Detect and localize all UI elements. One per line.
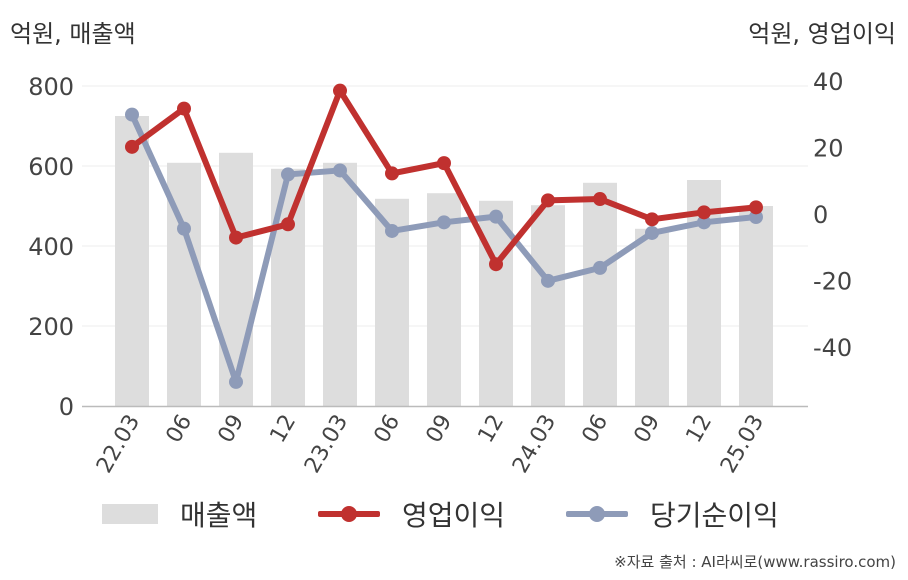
net-income-point <box>489 209 503 224</box>
legend-swatch-net-income <box>566 504 628 524</box>
x-tick-label: 24.03 <box>508 411 561 478</box>
legend-swatch-revenue <box>102 504 158 524</box>
left-tick-label: 200 <box>28 313 74 341</box>
net-income-point <box>749 209 763 224</box>
operating-profit-point <box>229 230 243 245</box>
revenue-bar <box>219 152 253 406</box>
x-tick-label: 22.03 <box>92 411 145 478</box>
x-tick-label: 06 <box>578 411 614 448</box>
legend: 매출액 영업이익 당기순이익 <box>0 492 908 536</box>
operating-profit-point <box>593 192 607 207</box>
operating-profit-point <box>125 139 139 154</box>
operating-profit-point <box>541 193 555 208</box>
net-income-point <box>437 215 451 230</box>
operating-profit-point <box>645 212 659 227</box>
revenue-bar <box>531 205 565 406</box>
operating-profit-point <box>489 257 503 272</box>
x-tick-label: 12 <box>266 411 302 448</box>
operating-profit-point <box>333 83 347 98</box>
x-tick-label: 06 <box>162 411 198 448</box>
operating-profit-point <box>177 101 191 116</box>
operating-profit-point <box>437 156 451 171</box>
operating-profit-point <box>749 200 763 215</box>
x-tick-label: 12 <box>474 411 510 448</box>
net-income-point <box>177 221 191 236</box>
net-income-point <box>333 163 347 178</box>
net-income-point <box>541 273 555 288</box>
net-income-point <box>697 215 711 230</box>
x-tick-label: 06 <box>370 411 406 448</box>
legend-label-operating-profit: 영업이익 <box>402 499 506 532</box>
x-tick-label: 09 <box>214 411 250 448</box>
source-note: ※자료 출처 : AI라씨로(www.rassiro.com) <box>614 553 896 571</box>
net-income-point <box>281 167 295 182</box>
x-tick-label: 09 <box>422 411 458 448</box>
right-tick-label: 40 <box>813 68 844 96</box>
left-axis-unit-label: 억원, 매출액 <box>10 20 136 48</box>
profit-lines <box>125 83 763 389</box>
left-tick-label: 600 <box>28 153 74 181</box>
x-tick-label: 12 <box>682 411 718 448</box>
revenue-bar <box>271 168 305 406</box>
legend-swatch-operating-profit <box>318 504 380 524</box>
revenue-bar <box>739 206 773 406</box>
right-tick-label: 20 <box>813 135 844 163</box>
legend-item-net-income: 당기순이익 <box>566 492 779 536</box>
legend-item-operating-profit: 영업이익 <box>318 492 505 536</box>
net-income-point <box>645 225 659 240</box>
net-income-point <box>229 374 243 389</box>
x-tick-label: 23.03 <box>300 411 353 478</box>
legend-label-net-income: 당기순이익 <box>650 499 779 532</box>
x-tick-label: 09 <box>630 411 666 448</box>
legend-label-revenue: 매출액 <box>180 499 258 532</box>
right-tick-label: 0 <box>813 201 828 229</box>
revenue-bar <box>635 228 669 406</box>
left-tick-label: 800 <box>28 73 74 101</box>
revenue-bars <box>115 116 773 406</box>
x-tick-label: 25.03 <box>716 411 769 478</box>
right-axis-unit-label: 억원, 영업이익 <box>748 20 896 48</box>
legend-item-revenue: 매출액 <box>102 492 257 536</box>
left-tick-label: 0 <box>59 393 74 421</box>
net-income-point <box>125 107 139 122</box>
revenue-bar <box>323 162 357 406</box>
revenue-bar <box>583 182 617 406</box>
net-income-point <box>593 260 607 275</box>
revenue-bar <box>115 116 149 406</box>
operating-profit-point <box>281 217 295 232</box>
left-tick-label: 400 <box>28 233 74 261</box>
right-tick-label: -40 <box>813 334 852 362</box>
operating-profit-point <box>385 166 399 181</box>
right-tick-label: -20 <box>813 268 852 296</box>
operating-profit-point <box>697 205 711 220</box>
net-income-point <box>385 223 399 238</box>
